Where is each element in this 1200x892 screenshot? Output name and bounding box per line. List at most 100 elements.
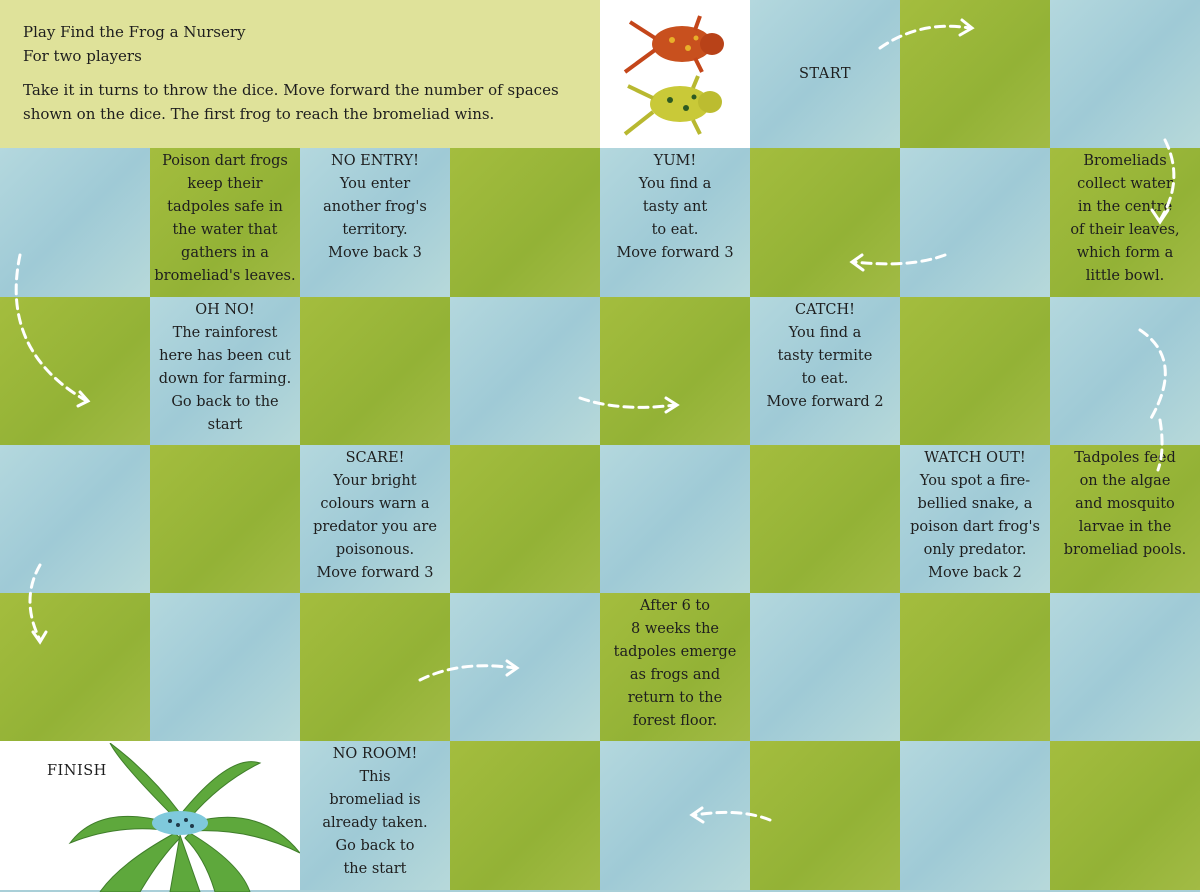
- square-text-line: bromeliad is: [329, 792, 421, 808]
- square-text-line: OH NO!: [195, 302, 255, 318]
- square-text-line: bellied snake, a: [917, 496, 1033, 512]
- board-square-no-room: NO ROOM! This bromeliad is already taken. Go…: [300, 741, 450, 890]
- square-text: OH NO! The rainforest here has been cut dow…: [159, 299, 292, 437]
- square-text: NO ROOM! This bromeliad is already taken. Go…: [322, 743, 427, 881]
- board-square: [900, 741, 1050, 890]
- board-square: [450, 593, 600, 741]
- board-square: [450, 445, 600, 593]
- square-text-line: the water that: [172, 222, 278, 238]
- square-text-line: You spot a fire-: [919, 473, 1031, 489]
- square-text-line: tadpoles emerge: [613, 644, 737, 660]
- board-square-after-weeks: After 6 to 8 weeks the tadpoles emerge as f…: [600, 593, 750, 741]
- rules-line: shown on the dice. The first frog to rea…: [23, 105, 495, 123]
- square-text-line: Move forward 3: [616, 245, 734, 261]
- square-text-line: poisonous.: [335, 542, 415, 558]
- board-square: [150, 593, 300, 741]
- instructions-panel: Play Find the Frog a Nursery For two pla…: [0, 0, 600, 148]
- square-text-line: gathers in a: [181, 245, 269, 261]
- square-text-line: to eat.: [801, 371, 849, 387]
- square-text-line: and mosquito: [1075, 496, 1175, 512]
- square-text-line: CATCH!: [794, 302, 855, 318]
- board-square: [900, 297, 1050, 445]
- board-square: [750, 593, 900, 741]
- square-text-line: down for farming.: [158, 371, 292, 387]
- board-square-yum: YUM! You find a tasty ant to eat. Move forwa…: [600, 148, 750, 297]
- yellow-frog-icon: [623, 75, 722, 136]
- square-text-line: as frogs and: [629, 667, 721, 683]
- square-text-line: Move back 3: [328, 245, 422, 261]
- board-square: [750, 445, 900, 593]
- board-square: [600, 741, 750, 890]
- bromeliad-icon: [68, 743, 300, 892]
- board-square: [0, 148, 150, 297]
- board-square-no-entry: NO ENTRY! You enter another frog's territor…: [300, 148, 450, 297]
- square-text-line: Move forward 3: [316, 565, 434, 581]
- square-text-line: NO ROOM!: [332, 746, 418, 762]
- board-square: [0, 297, 150, 445]
- board-square-tadpoles-feed: Tadpoles feed on the algae and mosquito lar…: [1050, 445, 1200, 593]
- board-square: [1050, 593, 1200, 741]
- start-square: START: [750, 0, 900, 148]
- square-text-line: Go back to: [335, 838, 415, 854]
- square-text-line: WATCH OUT!: [924, 450, 1026, 466]
- square-text-line: of their leaves,: [1070, 222, 1180, 238]
- board-square: [900, 593, 1050, 741]
- square-text-line: on the algae: [1079, 473, 1171, 489]
- board-square: [0, 445, 150, 593]
- square-text-line: the start: [343, 861, 407, 877]
- square-text-line: tasty termite: [777, 348, 873, 364]
- square-text-line: NO ENTRY!: [331, 153, 419, 169]
- board-square-bromeliads: Bromeliads collect water in the centre of t…: [1050, 148, 1200, 297]
- red-frog-icon: [623, 15, 724, 74]
- square-text-line: return to the: [627, 690, 723, 706]
- square-text-line: already taken.: [322, 815, 428, 831]
- board-square: [0, 593, 150, 741]
- square-text: CATCH! You find a tasty termite to eat. Move…: [766, 299, 883, 414]
- rules-line: Take it in turns to throw the dice. Move…: [23, 81, 559, 99]
- square-text-line: Go back to the: [171, 394, 279, 410]
- square-text: NO ENTRY! You enter another frog's territor…: [323, 150, 427, 265]
- board-square-scare: SCARE! Your bright colours warn a predator …: [300, 445, 450, 593]
- square-text-line: You enter: [339, 176, 411, 192]
- square-text-line: Move forward 2: [766, 394, 884, 410]
- square-text-line: in the centre: [1077, 199, 1173, 215]
- square-text-line: bromeliad's leaves.: [154, 268, 296, 284]
- finish-square: [0, 741, 300, 892]
- square-text-line: territory.: [342, 222, 408, 238]
- square-text-line: You find a: [788, 325, 862, 341]
- board-square: [900, 148, 1050, 297]
- board-square-catch: CATCH! You find a tasty termite to eat. Move…: [750, 297, 900, 445]
- square-text-line: forest floor.: [632, 713, 718, 729]
- square-text-line: colours warn a: [320, 496, 430, 512]
- square-text: Bromeliads collect water in the centre of t…: [1070, 150, 1179, 288]
- board-square-watch-out: WATCH OUT! You spot a fire-bellied snake,…: [900, 445, 1050, 593]
- square-text-line: larvae in the: [1078, 519, 1172, 535]
- square-text-line: Tadpoles feed: [1074, 450, 1176, 466]
- square-text: Poison dart frogs keep their tadpoles safe…: [154, 150, 295, 288]
- game-title: Play Find the Frog a Nursery: [23, 23, 246, 41]
- board-square: [300, 297, 450, 445]
- board-square: [750, 741, 900, 890]
- square-text-line: to eat.: [651, 222, 699, 238]
- square-text-line: tasty ant: [642, 199, 708, 215]
- square-text-line: tadpoles safe in: [167, 199, 283, 215]
- square-text-line: keep their: [187, 176, 263, 192]
- square-text-line: collect water: [1077, 176, 1173, 192]
- board-square-oh-no: OH NO! The rainforest here has been cut dow…: [150, 297, 300, 445]
- frog-tokens: [600, 0, 750, 148]
- board-square: [450, 148, 600, 297]
- square-text-line: After 6 to: [640, 598, 710, 614]
- square-text-line: only predator.: [923, 542, 1027, 558]
- board-square: [150, 445, 300, 593]
- board-square: [1050, 741, 1200, 890]
- board-square: [300, 593, 450, 741]
- square-text: SCARE! Your bright colours warn a predator …: [313, 447, 437, 585]
- square-text-line: This: [359, 769, 391, 785]
- square-text-line: 8 weeks the: [631, 621, 719, 637]
- square-text-line: bromeliad pools.: [1063, 542, 1187, 558]
- square-text-line: Your bright: [333, 473, 417, 489]
- square-text-line: Bromeliads: [1083, 153, 1167, 169]
- square-text-line: You find a: [638, 176, 712, 192]
- square-text-line: Move back 2: [928, 565, 1022, 581]
